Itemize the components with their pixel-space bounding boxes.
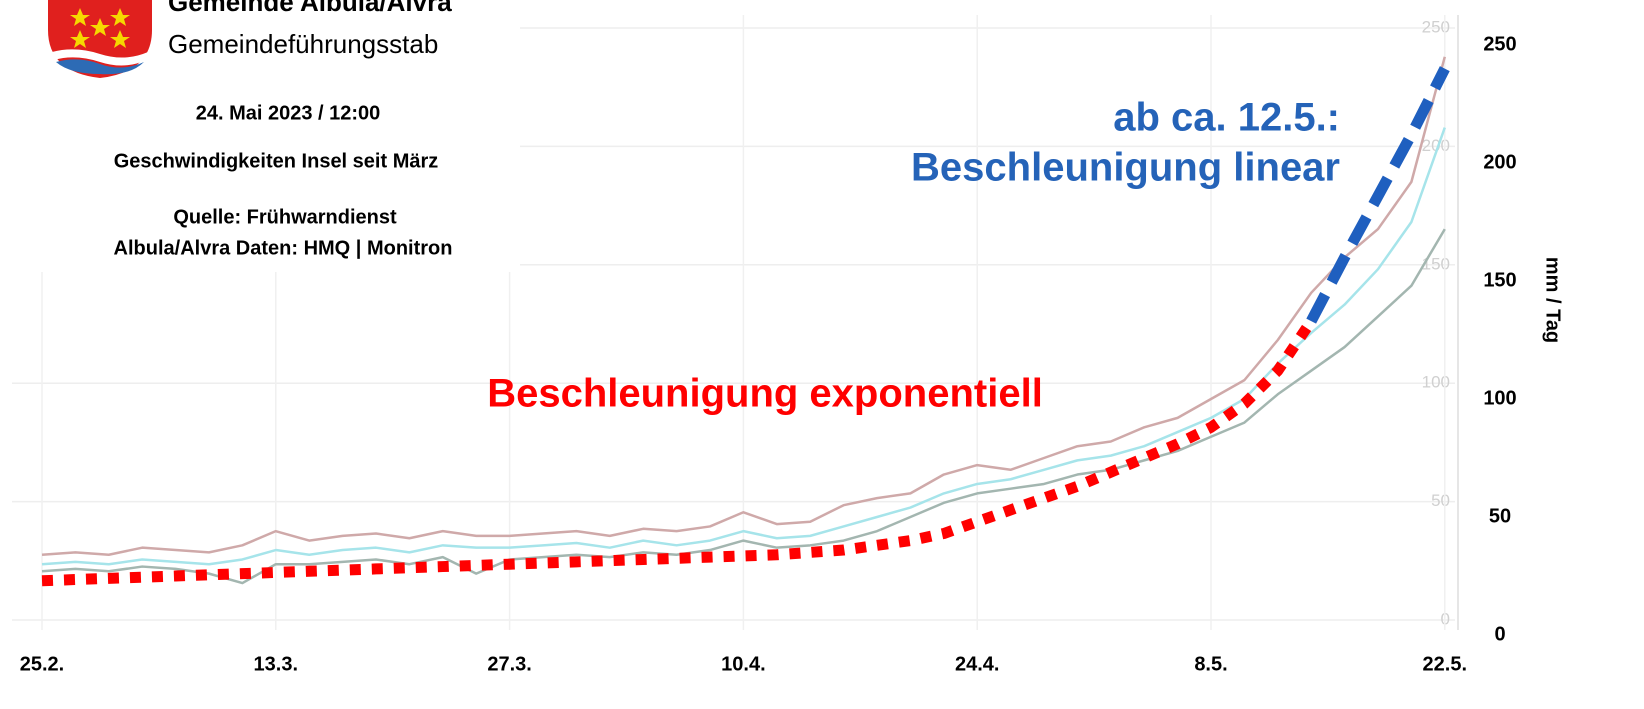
x-tick-label: 22.5. [1423,653,1467,675]
annotation: Beschleunigung linear [911,146,1340,190]
y-tick-label: 150 [1483,269,1516,291]
x-tick-label: 13.3. [254,653,298,675]
header-date: 24. Mai 2023 / 12:00 [196,102,381,124]
annotation: ab ca. 12.5.: [1113,96,1340,140]
y-tick-label: 250 [1483,33,1516,55]
y2-tick-label: 100 [1422,373,1450,392]
x-tick-label: 27.3. [487,653,531,675]
header-title: Gemeinde Albula/Alvra [168,0,452,17]
y-tick-label: 50 [1489,505,1511,527]
y-axis-label: mm / Tag [1542,257,1564,343]
x-tick-label: 10.4. [721,653,765,675]
x-tick-label: 25.2. [20,653,64,675]
y-tick-label: 200 [1483,151,1516,173]
series-line [41,228,1446,585]
y2-tick-label: 50 [1431,491,1450,510]
y-tick-label: 100 [1483,387,1516,409]
y-tick-label: 0 [1494,623,1505,645]
header-description: Geschwindigkeiten Insel seit März [114,150,439,172]
header-source: Albula/Alvra Daten: HMQ | Monitron [114,237,453,259]
y2-tick-label: 150 [1422,254,1450,273]
header-subtitle: Gemeindeführungsstab [168,29,438,59]
series-line [41,127,1446,566]
series-line [1306,66,1450,324]
annotation: Beschleunigung exponentiell [487,372,1043,416]
header-source: Quelle: Frühwarndienst [173,206,397,228]
y2-tick-label: 200 [1422,136,1450,155]
logo [48,0,152,78]
series-line [41,56,1447,557]
y2-tick-label: 250 [1422,17,1450,36]
series-line [41,318,1316,587]
x-tick-label: 24.4. [955,653,999,675]
x-tick-label: 8.5. [1194,653,1227,675]
